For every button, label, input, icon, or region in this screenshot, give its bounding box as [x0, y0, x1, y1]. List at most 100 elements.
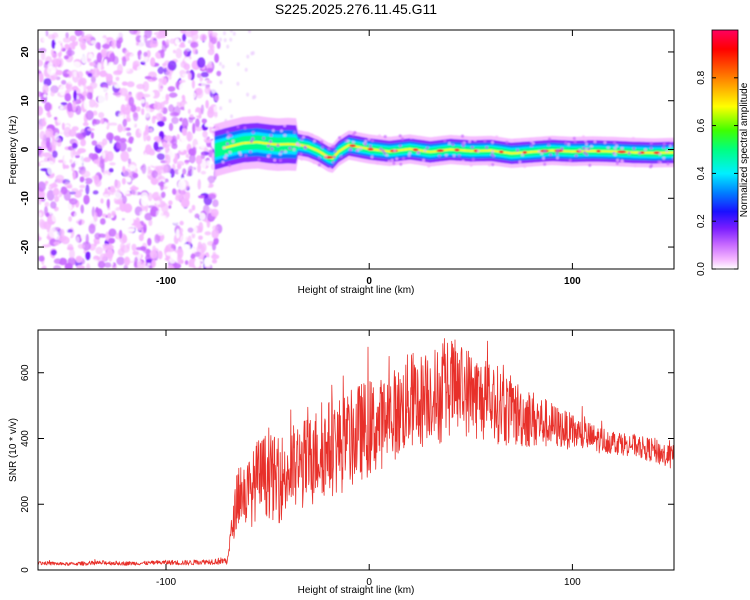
noise-blob — [172, 49, 176, 54]
noise-blob — [85, 251, 91, 261]
noise-blob — [187, 235, 192, 246]
signal-speckle — [359, 146, 363, 150]
noise-blob — [201, 79, 207, 89]
noise-blob — [158, 81, 164, 93]
noise-blob — [120, 95, 126, 101]
noise-blob — [126, 132, 132, 137]
signal-speckle — [627, 151, 631, 155]
signal-speckle — [671, 157, 674, 161]
noise-blob — [59, 104, 64, 110]
noise-blob — [171, 143, 178, 150]
signal-speckle — [320, 140, 324, 144]
signal-speckle — [585, 152, 589, 156]
noise-blob — [103, 58, 108, 70]
noise-blob — [197, 241, 202, 250]
noise-blob — [197, 163, 201, 173]
noise-blob — [83, 84, 87, 93]
noise-blob — [69, 159, 73, 164]
noise-blob — [65, 82, 71, 90]
signal-speckle — [469, 163, 473, 167]
noise-blob — [188, 208, 193, 214]
noise-blob — [176, 163, 182, 170]
noise-blob — [86, 85, 92, 90]
noise-blob — [129, 30, 138, 35]
noise-blob — [194, 213, 200, 219]
noise-blob — [108, 122, 118, 126]
signal-speckle — [556, 148, 560, 152]
noise-blob — [178, 82, 187, 92]
noise-blob — [55, 69, 63, 76]
signal-speckle — [273, 158, 277, 162]
noise-blob — [51, 212, 57, 222]
signal-speckle — [375, 161, 379, 165]
noise-blob — [122, 234, 128, 244]
signal-speckle — [295, 142, 299, 147]
noise-blob — [210, 84, 220, 94]
noise-blob — [59, 246, 65, 255]
signal-speckle — [324, 154, 328, 158]
noise-blob — [109, 185, 116, 193]
signal-speckle — [231, 139, 235, 143]
noise-blob — [47, 164, 53, 176]
signal-speckle — [582, 146, 586, 150]
signal-hotspot — [436, 149, 444, 153]
noise-blob — [106, 37, 114, 41]
noise-blob — [148, 219, 153, 227]
noise-blob — [163, 100, 169, 105]
noise-blob — [75, 236, 80, 244]
noise-blob — [212, 251, 217, 257]
noise-blob — [80, 138, 86, 147]
signal-speckle — [312, 139, 317, 143]
noise-blob — [159, 30, 166, 38]
noise-blob — [190, 30, 199, 35]
noise-blob — [219, 106, 223, 111]
noise-blob — [100, 87, 109, 92]
signal-speckle — [383, 135, 387, 139]
noise-blob — [103, 121, 108, 128]
noise-blob — [121, 81, 128, 86]
noise-blob — [108, 228, 117, 237]
signal-speckle — [332, 144, 336, 148]
noise-blob — [236, 81, 240, 86]
noise-blob — [54, 36, 64, 45]
noise-blob — [69, 248, 75, 260]
noise-blob — [63, 139, 67, 144]
noise-blob — [136, 260, 145, 269]
noise-blob — [200, 151, 206, 160]
noise-blob — [65, 32, 69, 39]
noise-blob — [91, 67, 100, 78]
noise-blob — [184, 159, 191, 163]
noise-blob — [122, 118, 127, 127]
signal-speckle — [338, 136, 342, 140]
noise-blob — [108, 237, 116, 244]
noise-blob — [86, 263, 91, 269]
noise-blob — [226, 44, 230, 49]
noise-blob — [200, 170, 207, 175]
signal-speckle — [228, 163, 232, 167]
noise-blob — [107, 108, 114, 120]
noise-blob — [126, 177, 132, 183]
noise-blob — [165, 93, 170, 102]
noise-blob — [109, 52, 116, 63]
noise-blob — [52, 187, 60, 196]
noise-blob — [39, 250, 47, 253]
noise-blob — [93, 159, 100, 164]
noise-blob — [102, 151, 106, 160]
signal-speckle — [276, 143, 280, 148]
signal-speckle — [353, 131, 357, 135]
signal-speckle — [226, 135, 230, 139]
noise-blob — [114, 70, 123, 74]
signal-speckle — [618, 163, 622, 167]
noise-blob — [198, 235, 203, 241]
signal-speckle — [483, 139, 487, 143]
signal-speckle — [251, 130, 255, 134]
noise-blob — [184, 190, 190, 201]
signal-speckle — [491, 150, 495, 154]
noise-blob — [88, 153, 95, 160]
noise-blob — [195, 155, 203, 165]
colorbar-tick-label: 0.2 — [696, 214, 707, 228]
noise-blob — [44, 206, 48, 216]
noise-blob — [167, 265, 175, 269]
noise-blob — [65, 226, 69, 233]
noise-blob — [51, 52, 58, 59]
